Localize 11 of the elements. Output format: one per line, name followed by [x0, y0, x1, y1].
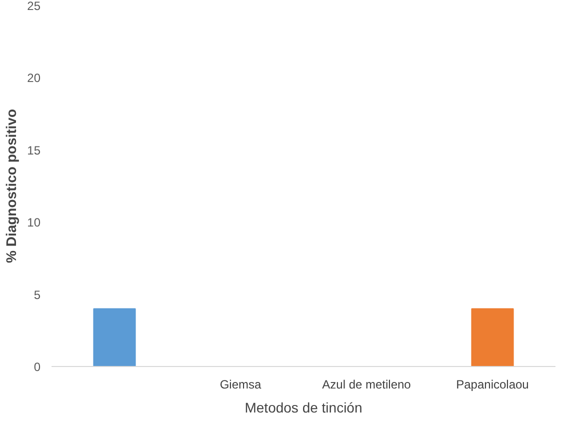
y-tick-label: 15 — [27, 143, 41, 158]
y-axis-title: % Diagnostico positivo — [3, 108, 20, 264]
y-tick-label: 20 — [27, 71, 41, 86]
y-tick-label: 25 — [27, 0, 41, 13]
x-axis-title: Metodos de tinción — [244, 400, 362, 416]
x-tick-label: Giemsa — [220, 378, 262, 392]
x-tick-label: Papanicolaou — [456, 378, 529, 392]
y-tick-label: 10 — [27, 216, 41, 230]
x-tick-label: Azul de metileno — [322, 378, 412, 392]
y-tick-label: 5 — [34, 288, 41, 302]
y-tick-label: 0 — [34, 360, 41, 374]
